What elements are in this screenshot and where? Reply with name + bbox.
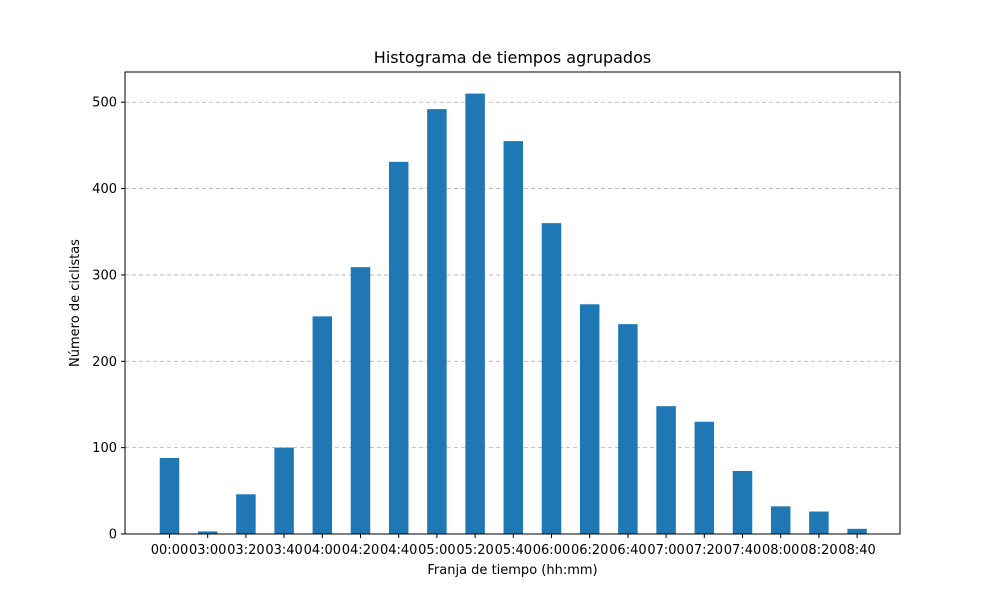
bar-0720	[694, 421, 715, 534]
x-tick-label: 04:20	[342, 543, 379, 558]
x-tick-label: 03:00	[189, 543, 226, 558]
bar-0740	[732, 470, 753, 534]
bar-0000	[159, 458, 180, 534]
bar-0400	[312, 316, 333, 534]
bar-0300	[197, 531, 218, 534]
bar-0520	[465, 93, 485, 535]
bar-0640	[618, 324, 638, 534]
x-tick-label: 07:00	[647, 543, 684, 558]
x-axis-label: Franja de tiempo (hh:mm)	[427, 563, 597, 578]
x-tick-label: 05:40	[495, 543, 532, 558]
y-tick-label: 300	[92, 268, 117, 283]
bars-group	[159, 93, 867, 535]
bar-0600	[541, 223, 562, 534]
y-tick-label: 100	[92, 441, 117, 456]
x-tick-label: 07:40	[724, 543, 761, 558]
bar-0840	[847, 528, 867, 534]
bar-0800	[770, 506, 791, 534]
x-tick-label: 06:20	[571, 543, 608, 558]
plot-frame	[124, 71, 901, 535]
x-axis: 00:00 03:00 03:20 03:40 04:00 04:20 04:40 05:00…	[151, 534, 876, 558]
y-axis: 0 100 200 300 400 500	[92, 96, 125, 543]
bar-0620	[579, 304, 600, 534]
bar-0420	[350, 267, 371, 534]
y-tick-label: 200	[92, 355, 117, 370]
x-tick-label: 06:00	[533, 543, 570, 558]
x-tick-label: 08:00	[762, 543, 799, 558]
x-tick-label: 05:00	[418, 543, 455, 558]
chart-title: Histograma de tiempos agrupados	[374, 48, 651, 67]
bar-0440	[388, 161, 409, 535]
bar-0700	[656, 406, 676, 534]
x-tick-label: 03:40	[265, 543, 302, 558]
x-tick-label: 00:00	[151, 543, 188, 558]
x-tick-label: 05:20	[456, 543, 493, 558]
bar-0340	[274, 447, 294, 534]
y-tick-label: 500	[92, 96, 117, 111]
x-tick-label: 07:20	[686, 543, 723, 558]
y-tick-label: 0	[109, 528, 117, 543]
x-tick-label: 04:40	[380, 543, 417, 558]
x-tick-label: 08:20	[800, 543, 837, 558]
y-tick-label: 400	[92, 182, 117, 197]
x-tick-label: 06:40	[609, 543, 646, 558]
bar-0540	[503, 141, 524, 534]
x-tick-label: 08:40	[838, 543, 875, 558]
y-axis-label: Número de ciclistas	[68, 239, 83, 367]
bar-0500	[427, 109, 447, 534]
x-tick-label: 03:20	[227, 543, 264, 558]
bar-0820	[809, 511, 829, 534]
x-tick-label: 04:00	[304, 543, 341, 558]
bar-0320	[236, 494, 256, 534]
